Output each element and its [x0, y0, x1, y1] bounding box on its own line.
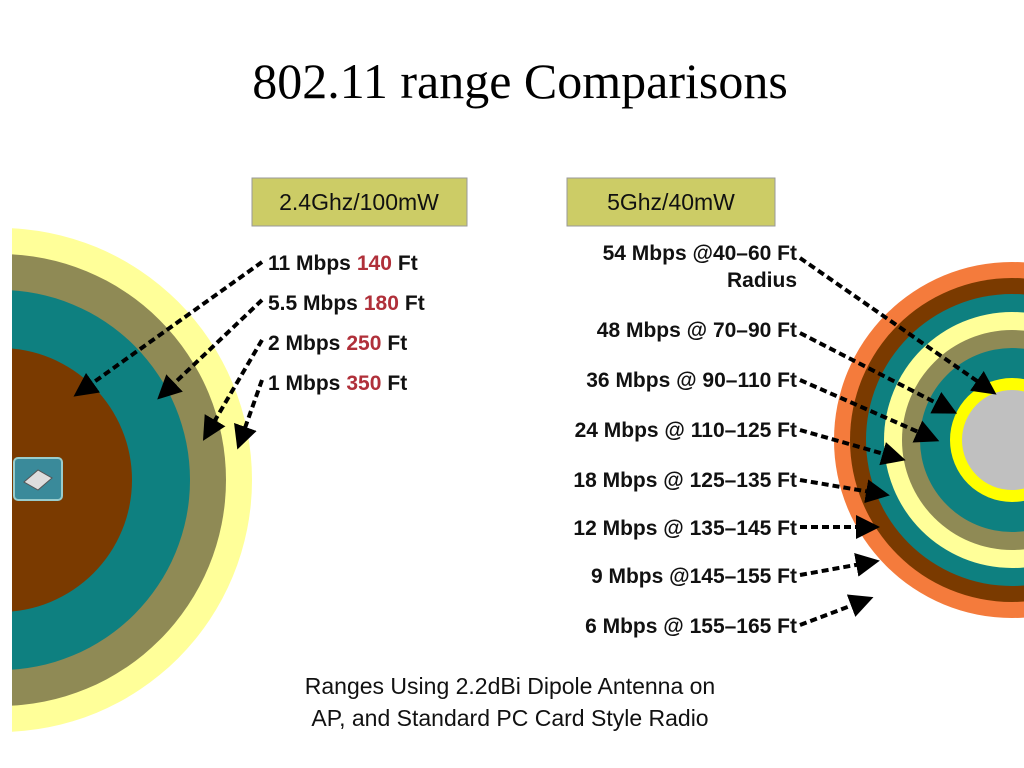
caption-line: Ranges Using 2.2dBi Dipole Antenna on: [305, 673, 715, 699]
rate-label: 9 Mbps @145–155 Ft: [591, 565, 797, 588]
header-box: [251, 177, 468, 227]
rate-label: 11 Mbps 140 Ft: [268, 252, 418, 275]
rate: 1 Mbps: [268, 372, 340, 395]
unit: Ft: [387, 372, 407, 395]
range-rings-24ghz: [12, 228, 252, 732]
rate-label: 12 Mbps @ 135–145 Ft: [573, 517, 797, 540]
access-point-icon: [13, 457, 63, 501]
range: 250: [346, 332, 381, 355]
rate: 2 Mbps: [268, 332, 340, 355]
rate-label: 2 Mbps 250 Ft: [268, 332, 407, 355]
rate-label: 36 Mbps @ 90–110 Ft: [586, 369, 797, 392]
rate-label: 54 Mbps @40–60 Ft: [603, 242, 797, 265]
header-24ghz: 2.4Ghz/100mW: [279, 189, 439, 215]
header-5ghz: 5Ghz/40mW: [607, 189, 735, 215]
rate-label: 6 Mbps @ 155–165 Ft: [585, 615, 797, 638]
rate-label: 1 Mbps 350 Ft: [268, 372, 407, 395]
unit: Ft: [405, 292, 425, 315]
rate-label: 24 Mbps @ 110–125 Ft: [575, 419, 797, 442]
unit: Ft: [387, 332, 407, 355]
title: 802.11 range Comparisons: [252, 53, 788, 109]
range: 180: [364, 292, 399, 315]
rate: 11 Mbps: [268, 252, 351, 275]
caption-line: AP, and Standard PC Card Style Radio: [311, 705, 708, 731]
rate-label: Radius: [727, 269, 797, 292]
unit: Ft: [398, 252, 418, 275]
rate: 5.5 Mbps: [268, 292, 358, 315]
arrows: [73, 256, 997, 627]
rate-label: 18 Mbps @ 125–135 Ft: [573, 469, 797, 492]
rate-label: 5.5 Mbps 180 Ft: [268, 292, 425, 315]
range: 350: [346, 372, 381, 395]
range-rings-5ghz: [834, 262, 1024, 618]
rate-label: 48 Mbps @ 70–90 Ft: [597, 319, 797, 342]
header-box: [566, 177, 776, 227]
range: 140: [357, 252, 392, 275]
